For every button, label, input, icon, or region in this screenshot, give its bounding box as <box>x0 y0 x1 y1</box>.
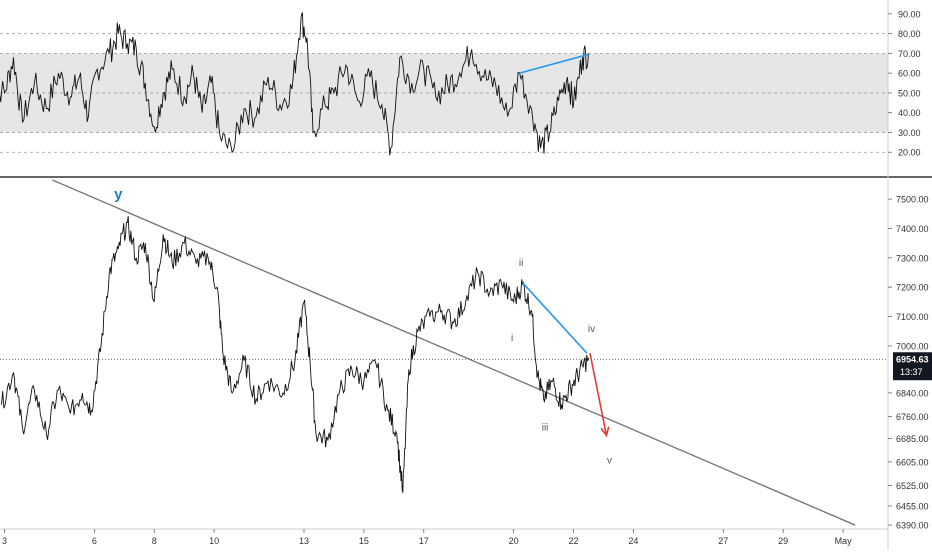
price-tick-label: 7400.00 <box>896 224 929 234</box>
price-line <box>1 216 589 493</box>
countdown-label: 13:37 <box>900 367 923 377</box>
price-scale[interactable]: 90.00 80.00 70.00 60.00 50.00 40.00 30.00 20.00… <box>887 0 932 550</box>
wave-label: i <box>511 333 513 344</box>
time-tick-label: 20 <box>509 536 519 546</box>
time-tick-label: 27 <box>718 536 728 546</box>
time-tick-label: 6 <box>92 536 97 546</box>
price-tick-label: 7100.00 <box>896 312 929 322</box>
price-tick-label: 7500.00 <box>896 195 929 205</box>
forecast-arrow-head <box>600 426 610 438</box>
oscillator-tick-label: 60.00 <box>898 69 921 79</box>
price-tick-label: 6760.00 <box>896 412 929 422</box>
wave-line-ii-iv[interactable] <box>522 282 588 354</box>
oscillator-panel <box>0 11 888 156</box>
price-tick-label: 7300.00 <box>896 253 929 263</box>
wave-label: v <box>607 455 612 466</box>
price-tick-label: 7200.00 <box>896 283 929 293</box>
forecast-arrow-line[interactable] <box>589 353 608 436</box>
oscillator-tick-label: 80.00 <box>898 29 921 39</box>
time-tick-label: May <box>835 536 853 546</box>
oscillator-divergence-line[interactable] <box>519 53 589 74</box>
time-tick-label: 29 <box>778 536 788 546</box>
time-tick-label: 17 <box>419 536 429 546</box>
descending-trendline[interactable] <box>52 179 856 526</box>
oscillator-tick-label: 50.00 <box>898 88 921 98</box>
wave-label: y <box>114 186 123 203</box>
time-axis[interactable]: 3 6 8 10 13 15 17 20 22 24 27 29 May <box>0 528 888 546</box>
price-tick-label: 6840.00 <box>896 388 929 398</box>
wave-label: iii <box>542 423 549 434</box>
time-tick-label: 10 <box>209 536 219 546</box>
price-tick-label: 6685.00 <box>896 434 929 444</box>
time-tick-label: 3 <box>2 536 7 546</box>
time-tick-label: 15 <box>359 536 369 546</box>
oscillator-tick-label: 70.00 <box>898 49 921 59</box>
oscillator-tick-label: 20.00 <box>898 148 921 158</box>
wave-label: iv <box>588 324 595 335</box>
current-price-badge[interactable] <box>893 352 932 381</box>
price-tick-label: 6525.00 <box>896 481 929 491</box>
oscillator-line <box>0 11 589 156</box>
price-tick-label: 6455.00 <box>896 501 929 511</box>
current-price-label: 6954.63 <box>896 355 929 365</box>
time-tick-label: 8 <box>152 536 157 546</box>
oscillator-tick-label: 30.00 <box>898 128 921 138</box>
time-tick-label: 13 <box>299 536 309 546</box>
oscillator-tick-label: 90.00 <box>898 9 921 19</box>
price-tick-label: 6390.00 <box>896 521 929 531</box>
price-tick-label: 7000.00 <box>896 341 929 351</box>
oscillator-tick-label: 40.00 <box>898 108 921 118</box>
wave-label: ii <box>519 258 523 269</box>
price-tick-label: 6605.00 <box>896 457 929 467</box>
time-tick-label: 24 <box>628 536 638 546</box>
time-tick-label: 22 <box>569 536 579 546</box>
